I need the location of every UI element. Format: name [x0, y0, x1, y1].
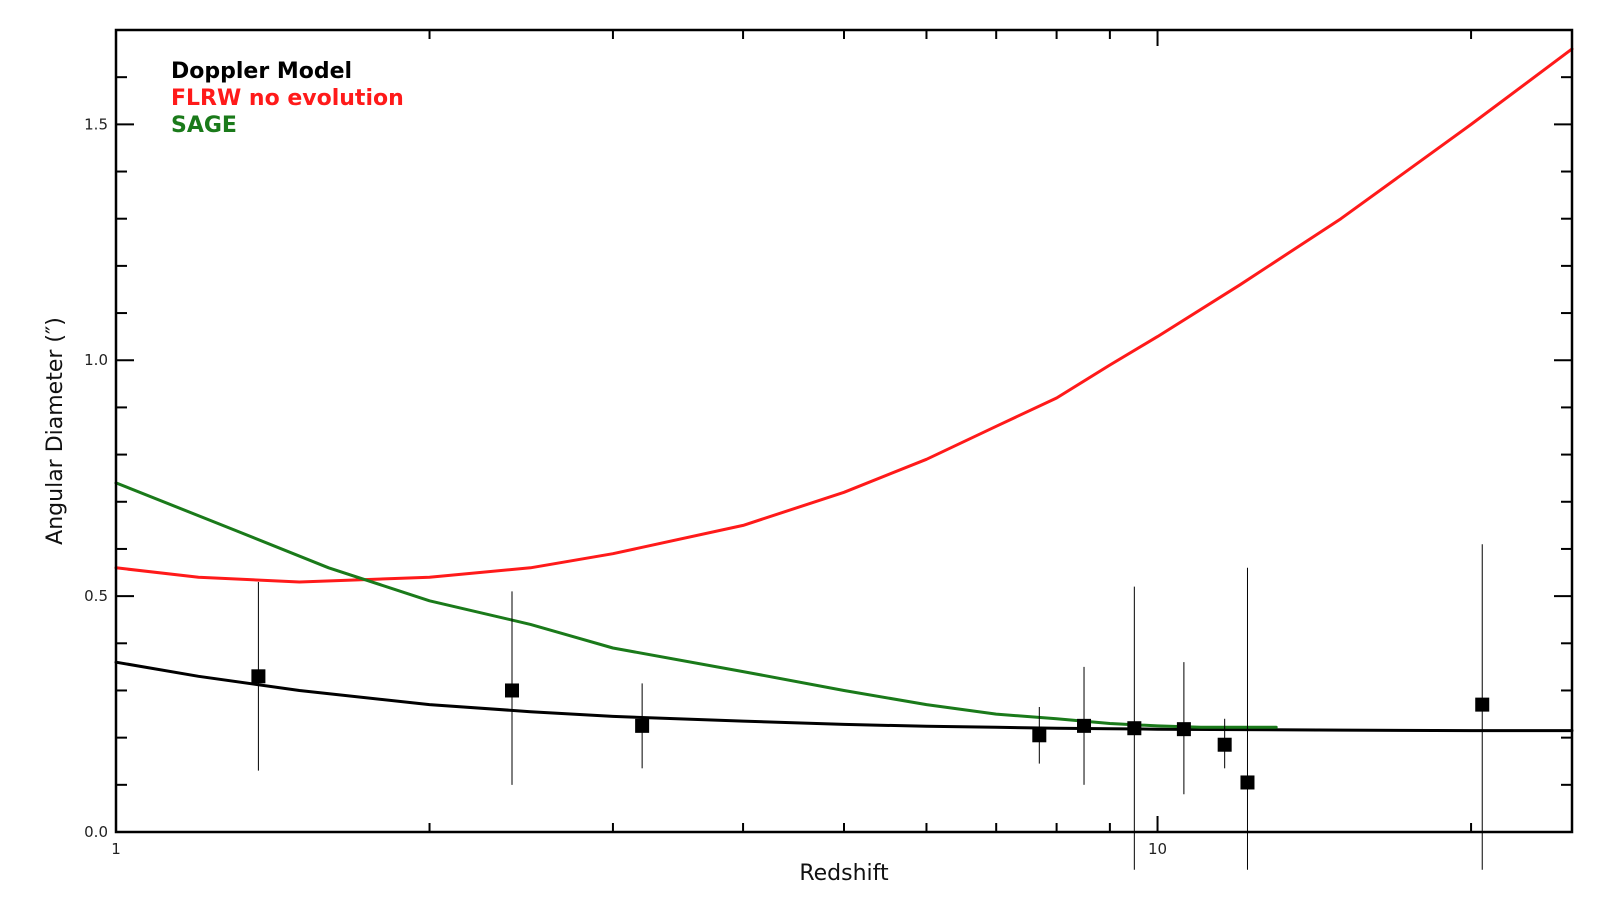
plot-frame	[114, 28, 1574, 834]
legend-entry-flrw: FLRW no evolution	[171, 86, 404, 111]
data-point	[1475, 697, 1490, 712]
y-tick-label: 1.0	[84, 351, 108, 369]
data-point	[635, 718, 650, 733]
data-point	[251, 669, 266, 684]
data-point	[1127, 721, 1142, 736]
y-tick-label: 1.5	[84, 115, 108, 133]
legend-entry-doppler: Doppler Model	[171, 59, 352, 84]
y-tick-label: 0.0	[84, 823, 108, 841]
data-point	[505, 683, 520, 698]
data-point	[1217, 737, 1232, 752]
legend-entry-sage: SAGE	[171, 113, 237, 138]
series-line-1	[114, 47, 1574, 584]
data-points-layer	[251, 544, 1490, 870]
y-axis-title: Angular Diameter (″)	[43, 317, 68, 545]
data-point	[1240, 775, 1255, 790]
data-point	[1032, 728, 1047, 743]
data-point	[1077, 718, 1092, 733]
data-point	[1176, 722, 1191, 737]
ticks-layer: 1 10 0.0 0.5 1.0 1.5	[84, 30, 1572, 858]
x-axis-title: Redshift	[799, 861, 889, 886]
legend: Doppler Model FLRW no evolution SAGE	[171, 59, 404, 138]
x-tick-label: 10	[1148, 840, 1167, 858]
y-tick-label: 0.5	[84, 587, 108, 605]
x-tick-label: 1	[111, 840, 121, 858]
series-line-0	[114, 660, 1574, 733]
